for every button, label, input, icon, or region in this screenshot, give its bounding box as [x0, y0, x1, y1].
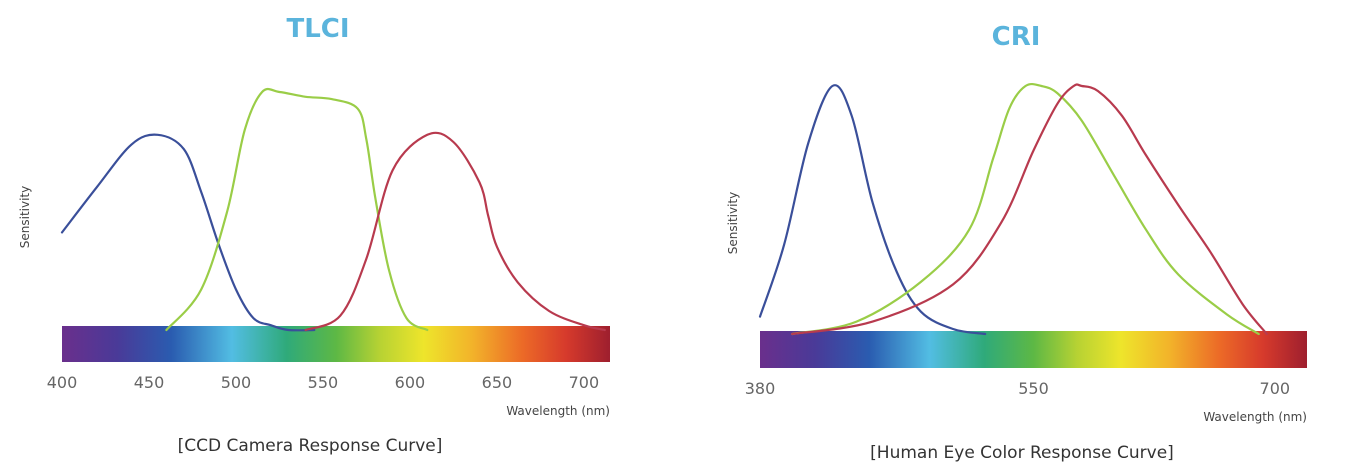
- response-curve-1: [165, 87, 429, 332]
- response-curve-0: [60, 133, 316, 332]
- response-curve-2: [304, 131, 606, 332]
- x-tick-label: 550: [1018, 379, 1049, 398]
- x-tick-label: 700: [569, 373, 600, 392]
- tlci-plot: 400 450 500 550 600 650 700 Wavelength (nm): [47, 87, 610, 418]
- x-tick-label: 550: [308, 373, 339, 392]
- chart-caption: [Human Eye Color Response Curve]: [870, 443, 1174, 463]
- tlci-chart-panel: TLCI Sensitivity 400 450 500 550 600 650 700 Wa…: [0, 0, 672, 464]
- chart-title: TLCI: [286, 14, 350, 44]
- x-tick-label: 600: [395, 373, 426, 392]
- x-axis-label: Wavelength (nm): [506, 404, 610, 418]
- response-curve-1: [791, 82, 1260, 336]
- cri-chart-panel: CRI Sensitivity 380 550 700 Wavelength (nm)…: [672, 0, 1345, 464]
- chart-caption: [CCD Camera Response Curve]: [177, 436, 443, 456]
- response-curve-0: [758, 84, 987, 336]
- cri-plot: 380 550 700 Wavelength (nm): [745, 82, 1307, 424]
- x-axis-label: Wavelength (nm): [1203, 410, 1307, 424]
- response-curve-2: [791, 83, 1268, 336]
- x-tick-label: 500: [221, 373, 252, 392]
- spectrum-bar: [760, 331, 1307, 368]
- spectrum-bar: [62, 326, 610, 362]
- x-tick-label: 380: [745, 379, 776, 398]
- x-tick-label: 650: [482, 373, 513, 392]
- x-tick-label: 400: [47, 373, 78, 392]
- x-tick-label: 700: [1260, 379, 1291, 398]
- x-tick-label: 450: [134, 373, 165, 392]
- chart-title: CRI: [991, 22, 1041, 52]
